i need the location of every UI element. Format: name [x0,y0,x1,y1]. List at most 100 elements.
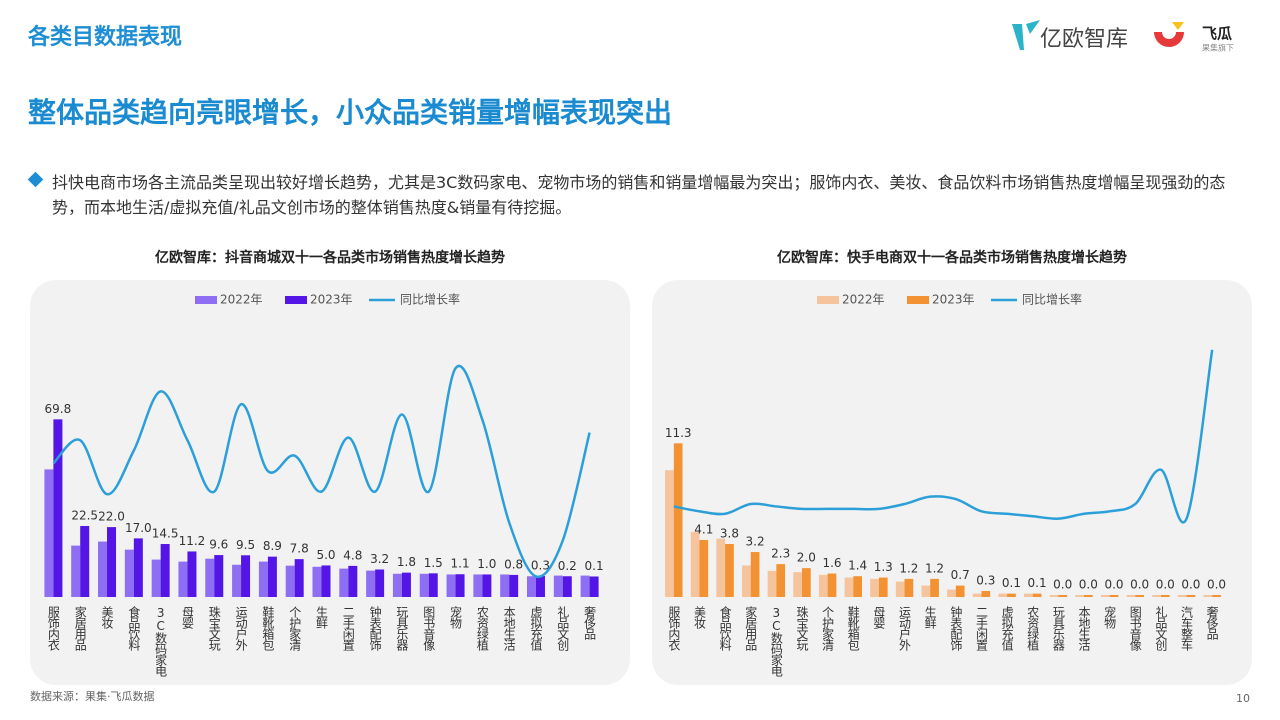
value-label: 4.8 [343,548,362,562]
value-label: 1.5 [424,556,443,570]
value-label: 0.1 [1028,576,1047,590]
bar [725,543,734,597]
bar [1160,594,1170,597]
headline: 整体品类趋向亮眼增长，小众品类销量增幅表现突出 [28,96,672,129]
bar [1100,594,1110,597]
value-label: 11.2 [179,534,206,548]
x-tick-label: 钟表配饰 [949,605,963,651]
legend-label: 2023年 [932,293,975,307]
bar [187,551,197,597]
value-label: 9.5 [236,538,255,552]
bar [699,539,709,597]
x-tick-label: 家居用品 [73,605,87,651]
value-label: 0.8 [504,557,523,571]
x-tick-label: 珠宝文玩 [207,606,221,651]
x-tick-label: 生鲜 [315,606,329,630]
bar [972,593,982,597]
bar [1212,594,1221,597]
bar [1152,594,1161,597]
value-label: 3.8 [720,526,739,540]
value-label: 7.8 [290,542,309,556]
value-label: 0.3 [531,559,550,573]
value-label: 17.0 [125,521,152,535]
x-tick-label: 玩具乐器 [395,606,409,652]
value-label: 0.0 [1079,577,1098,591]
bar [392,573,402,597]
bar [44,469,54,597]
page-number: 10 [1236,692,1250,705]
bar [455,574,465,597]
bar [241,555,251,597]
value-label: 11.3 [665,426,692,440]
bar [1049,594,1059,597]
x-tick-label: 虚拟充值 [1000,606,1014,652]
value-label: 0.3 [976,573,995,587]
value-label: 3.2 [370,552,389,566]
logo-mark [1012,20,1040,50]
bar [446,574,456,597]
x-tick-label: 服饰内衣 [46,606,60,651]
bar [151,559,161,597]
bar [767,570,777,597]
bar [1075,594,1084,597]
x-tick-label: 个护家清 [821,606,835,652]
bar [500,574,510,597]
x-tick-label: 个护家清 [288,606,302,652]
bar [107,527,117,597]
bar [366,570,376,597]
value-label: 4.1 [694,522,713,536]
value-label: 2.3 [771,547,790,561]
x-tick-label: 美妆 [692,606,706,629]
legend-swatch [907,296,929,304]
bar [1024,593,1033,597]
value-label: 22.0 [98,510,125,524]
partner-mark [1154,32,1184,47]
bar [750,552,760,597]
value-label: 69.8 [45,402,72,416]
chart-title: 亿欧智库：快手电商双十一各品类市场销售热度增长趋势 [777,249,1127,266]
source-note: 数据来源：果集·飞瓜数据 [30,689,155,703]
bar [716,538,726,597]
bar [267,556,277,597]
legend-label: 2023年 [310,293,353,307]
value-label: 14.5 [152,527,179,541]
bar [214,555,224,597]
x-tick-label: 农资绿植 [1026,606,1040,651]
x-tick-label: 礼品文创 [556,605,570,651]
x-tick-label: 运动户外 [234,606,248,651]
bar [80,525,90,597]
bar [526,576,536,597]
value-label: 0.1 [1002,576,1021,590]
bar [1084,594,1093,597]
x-tick-label: 美妆 [100,606,114,629]
bar [321,565,331,597]
x-tick-label: 珠宝文玩 [795,606,809,651]
bar [981,590,991,597]
value-label: 5.0 [316,548,335,562]
bar [589,576,599,597]
x-tick-label: 服饰内衣 [667,606,681,651]
x-tick-label: 农资绿植 [475,606,489,651]
value-label: 1.2 [925,561,944,575]
bar [428,573,438,597]
bar [947,589,956,597]
x-tick-label: 食品饮料 [127,605,141,651]
value-label: 0.0 [1130,577,1149,591]
bullet-text: 抖快电商市场各主流品类呈现出较好增长趋势，尤其是3C数码家电、宠物市场的销售和销… [52,173,1226,217]
value-label: 1.0 [477,557,496,571]
legend-swatch [195,296,217,304]
bar [178,561,188,597]
partner-name: 飞瓜 [1202,25,1232,43]
bar [258,561,268,597]
logo-brand: 亿欧智库 [1040,27,1128,52]
x-tick-label: 二手闲置 [974,606,988,651]
bar [1135,594,1144,597]
bar [348,565,358,597]
growth-line [52,364,591,578]
value-label: 1.2 [899,561,918,575]
bar [401,572,411,597]
bar [473,574,483,597]
x-tick-label: 图书音像 [1128,606,1142,651]
x-tick-label: 3C数码家电 [154,606,168,677]
